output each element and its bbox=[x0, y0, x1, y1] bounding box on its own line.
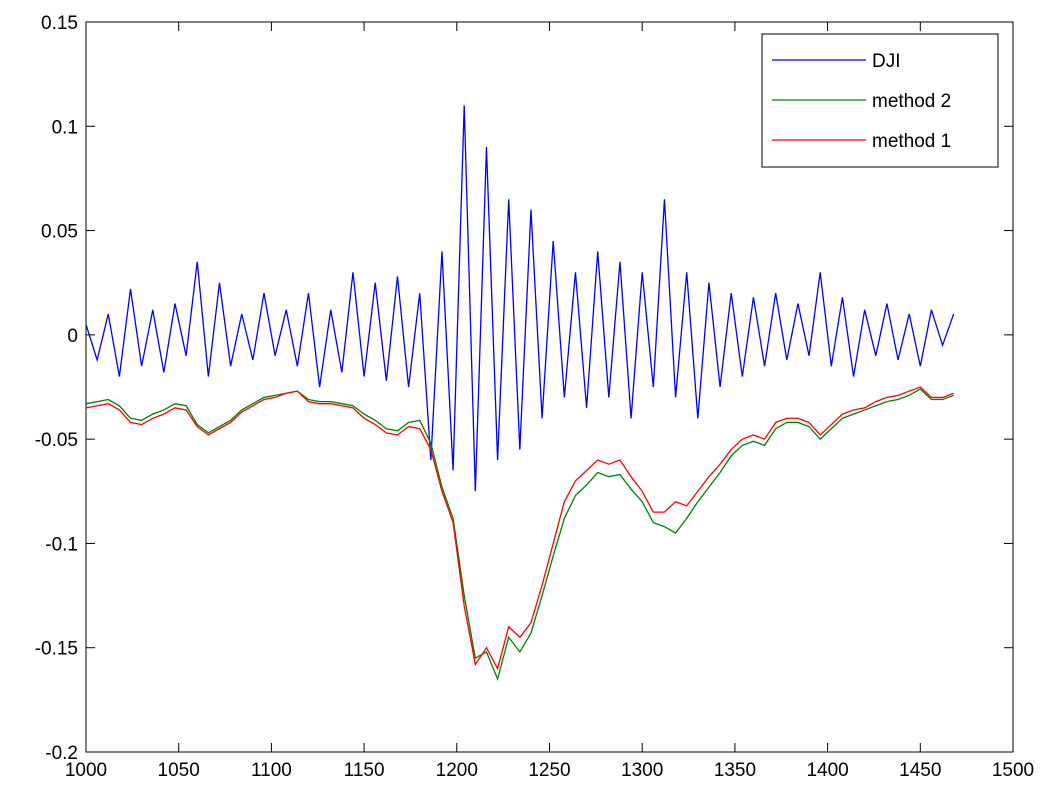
x-tick-label: 1050 bbox=[158, 760, 200, 781]
x-tick-label: 1350 bbox=[714, 760, 756, 781]
line-series bbox=[85, 388, 954, 682]
y-tick-label: 0.15 bbox=[41, 13, 78, 34]
y-tick-label: -0.2 bbox=[45, 743, 78, 764]
x-tick-label: 1250 bbox=[528, 760, 570, 781]
x-tick-label: 1200 bbox=[436, 760, 478, 781]
x-tick-label: 1000 bbox=[65, 760, 107, 781]
line-series bbox=[85, 105, 955, 492]
y-tick-label: 0.1 bbox=[52, 117, 78, 138]
legend-label: DJI bbox=[872, 51, 901, 72]
x-tick-label: 1500 bbox=[992, 760, 1034, 781]
y-tick-label: -0.15 bbox=[35, 639, 78, 660]
y-tick-label: 0.05 bbox=[41, 222, 78, 243]
x-tick-label: 1100 bbox=[251, 760, 292, 781]
x-tick-label: 1400 bbox=[806, 760, 848, 781]
x-tick-label: 1450 bbox=[899, 760, 941, 781]
y-tick-label: -0.05 bbox=[35, 430, 78, 451]
x-tick-label: 1150 bbox=[344, 760, 385, 781]
legend-label: method 2 bbox=[872, 91, 951, 112]
y-tick-label: 0 bbox=[67, 326, 78, 347]
legend-label: method 1 bbox=[872, 131, 951, 152]
y-tick-label: -0.1 bbox=[45, 534, 78, 555]
line-series bbox=[85, 386, 954, 671]
x-tick-label: 1300 bbox=[621, 760, 663, 781]
